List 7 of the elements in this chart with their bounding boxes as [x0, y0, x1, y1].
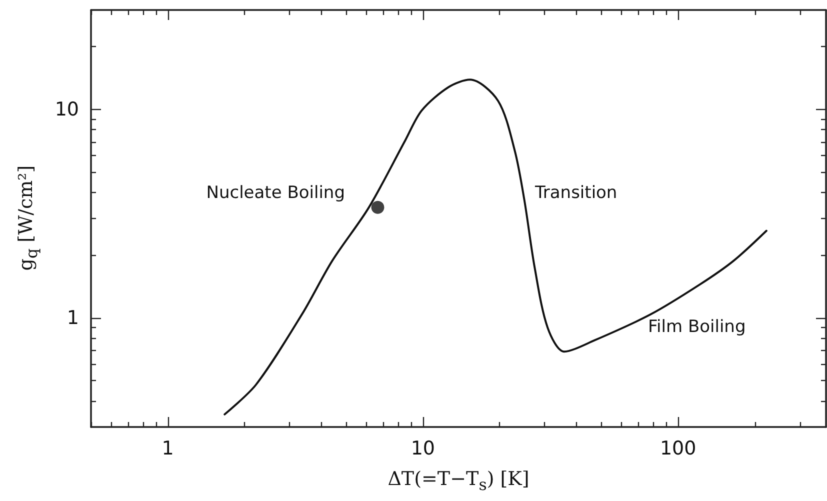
x-tick-label: 10: [410, 438, 436, 460]
annotation: Transition: [534, 183, 618, 203]
x-tick-label: 1: [162, 438, 174, 460]
annotation: Film Boiling: [648, 317, 746, 337]
annotation: Nucleate Boiling: [206, 183, 345, 203]
x-tick-label: 100: [660, 438, 696, 460]
x-axis-title: ΔT(=T−T$_{s}$) [K]: [386, 468, 530, 494]
